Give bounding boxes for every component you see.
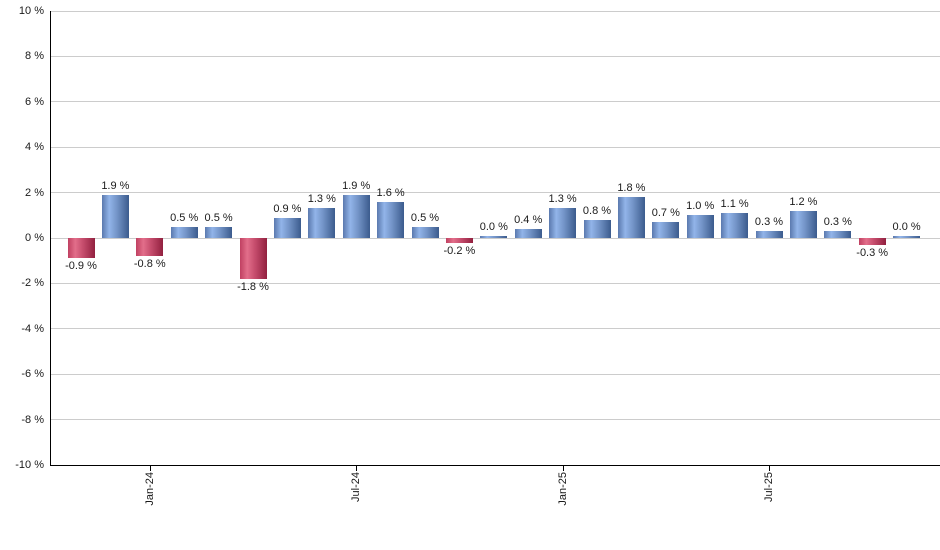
bar	[205, 226, 233, 238]
bar-value-label: 1.3 %	[548, 193, 577, 206]
y-axis-tick-label: 10 %	[18, 5, 44, 17]
x-axis-tick-label: Jan-24	[143, 472, 156, 506]
x-axis-line	[50, 464, 940, 466]
bar-value-label: 1.6 %	[376, 186, 405, 199]
bar	[136, 238, 164, 257]
bar	[755, 231, 783, 238]
bar-value-label: -1.8 %	[237, 280, 269, 293]
bar-value-label: -0.2 %	[443, 244, 476, 257]
y-axis-tick-label: -8 %	[21, 413, 44, 426]
y-gridline	[50, 373, 940, 375]
y-gridline	[50, 101, 940, 103]
y-axis-line	[50, 11, 51, 465]
bar-value-label: 0.4 %	[514, 213, 543, 226]
bar	[686, 215, 714, 238]
y-gridline	[50, 10, 940, 12]
bar	[893, 236, 921, 238]
bar-value-label: 1.0 %	[686, 200, 715, 213]
bar	[342, 194, 370, 238]
bar	[617, 197, 645, 238]
bar	[721, 213, 749, 238]
x-axis-tick-label: Jan-25	[556, 472, 569, 506]
bar	[652, 222, 680, 238]
bar	[377, 201, 405, 238]
x-axis-tick	[149, 465, 151, 471]
bar	[101, 194, 129, 238]
y-axis-tick-label: 2 %	[25, 186, 44, 199]
y-gridline	[50, 419, 940, 421]
y-axis-tick-label: -4 %	[21, 322, 44, 335]
bar-value-label: 1.9 %	[342, 179, 371, 192]
bar-value-label: -0.3 %	[856, 246, 889, 259]
bar	[480, 236, 508, 238]
y-gridline	[50, 192, 940, 194]
bar-value-label: 0.5 %	[410, 211, 440, 224]
bar-value-label: 0.8 %	[582, 204, 612, 217]
y-axis-tick-label: -2 %	[21, 277, 44, 290]
y-axis-tick-label: -6 %	[21, 368, 44, 381]
bar-value-label: 0.7 %	[651, 207, 680, 220]
x-axis-tick-label: Jul-25	[763, 472, 775, 502]
y-gridline	[50, 146, 940, 148]
x-axis-tick-label: Jul-24	[350, 472, 363, 502]
y-gridline	[50, 282, 940, 284]
bar	[411, 226, 439, 238]
bar-value-label: 0.3 %	[823, 216, 852, 229]
x-axis-tick	[356, 465, 358, 471]
y-axis-tick-label: 4 %	[25, 141, 44, 154]
bar-value-label: 1.2 %	[789, 195, 818, 208]
bar	[273, 217, 301, 238]
bar	[583, 219, 611, 238]
bar	[549, 208, 577, 238]
bar	[308, 208, 336, 238]
y-axis-tick-label: -10 %	[15, 459, 44, 471]
y-axis-tick-label: 8 %	[25, 50, 44, 63]
bar-value-label: 0.9 %	[273, 202, 302, 215]
bar-value-label: 0.5 %	[170, 211, 199, 224]
bar-value-label: 1.1 %	[720, 198, 749, 211]
bar	[858, 238, 886, 245]
bar-value-label: 1.8 %	[617, 182, 646, 195]
bar	[514, 228, 542, 238]
bar	[239, 238, 267, 279]
bar	[67, 238, 95, 259]
bar	[789, 210, 817, 238]
bar-value-label: 0.5 %	[204, 211, 233, 224]
bar-value-label: 0.0 %	[479, 221, 508, 233]
x-axis-tick	[562, 465, 564, 471]
y-axis-tick-label: 6 %	[25, 95, 44, 108]
y-gridline	[50, 55, 940, 57]
bar-value-label: 0.0 %	[892, 221, 921, 233]
y-axis-tick-label: 0 %	[25, 232, 44, 244]
bar	[445, 238, 473, 243]
bar-value-label: -0.8 %	[133, 258, 166, 271]
bar-value-label: 1.9 %	[101, 179, 130, 192]
bar-value-label: 0.3 %	[754, 216, 784, 229]
bar-value-label: -0.9 %	[65, 260, 97, 273]
y-gridline	[50, 328, 940, 330]
x-axis-tick	[769, 465, 770, 471]
bar	[170, 226, 198, 238]
bar	[824, 231, 852, 238]
bar-value-label: 1.3 %	[307, 193, 336, 206]
